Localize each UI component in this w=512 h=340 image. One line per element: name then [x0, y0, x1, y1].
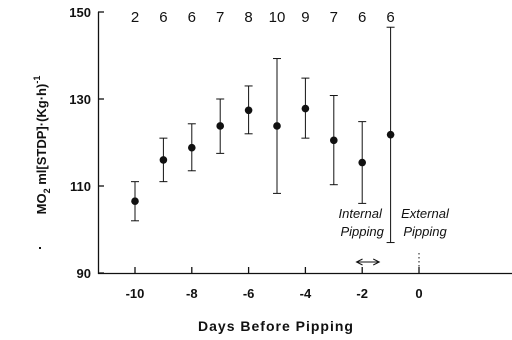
- data-point: [159, 156, 168, 164]
- x-tick-label: -6: [243, 286, 255, 301]
- y-axis-title: MO2 ml[STDP]·(Kg·h)-1: [32, 76, 52, 215]
- internal-pipping-label: Internal: [339, 206, 383, 221]
- sample-size-label: 6: [358, 9, 366, 26]
- sample-size-label: 9: [301, 9, 309, 26]
- arrowhead-right: [373, 258, 381, 266]
- data-point: [273, 122, 281, 130]
- x-ticks: -10 -8 -6 -4 -2 0: [126, 267, 423, 301]
- sample-size-labels: 2 6 6 7 8 10 9 7 6 6: [131, 9, 395, 26]
- data-point: [244, 106, 253, 115]
- sample-size-label: 7: [216, 9, 224, 26]
- data-point: [188, 143, 196, 152]
- sample-size-label: 8: [244, 9, 252, 26]
- y-tick-label: 110: [70, 179, 91, 194]
- y-tick-label: 130: [69, 92, 91, 107]
- x-tick-label: -10: [126, 286, 145, 301]
- data-point: [358, 158, 367, 167]
- external-pipping-label: External: [401, 206, 450, 221]
- external-pipping-label-line2: Pipping: [403, 224, 447, 239]
- annotations: Internal Pipping External Pipping: [339, 206, 450, 267]
- data-point: [216, 122, 224, 130]
- data-point: [131, 197, 139, 206]
- y-axis-title-units: ml[STDP]·(Kg·h): [34, 84, 49, 189]
- x-tick-label: -4: [300, 286, 312, 301]
- sample-size-label: 6: [188, 9, 196, 26]
- data-points: [131, 104, 395, 206]
- sample-size-label: 6: [159, 9, 167, 26]
- internal-pipping-label-line2: Pipping: [341, 224, 385, 239]
- y-axis-title-subscript: 2: [42, 188, 52, 193]
- x-tick-label: -8: [186, 286, 198, 301]
- x-tick-label: 0: [415, 286, 422, 301]
- y-tick-label: 150: [69, 5, 91, 20]
- y-axis-title-superscript: -1: [32, 76, 42, 84]
- x-axis-title: Days Before Pipping: [198, 318, 354, 334]
- sample-size-label: 6: [386, 9, 394, 26]
- data-point: [301, 104, 310, 113]
- sample-size-label: 2: [131, 9, 139, 26]
- sample-size-label: 10: [269, 9, 286, 26]
- data-point: [386, 130, 395, 139]
- y-axis-title-mo: MO: [34, 193, 49, 214]
- data-point: [330, 136, 338, 145]
- plot-area: [97, 12, 512, 275]
- y-ticks: 90 110 130 150: [69, 5, 104, 281]
- x-tick-label: -2: [356, 286, 368, 301]
- sample-size-label: 7: [330, 9, 338, 26]
- arrowhead-left: [355, 258, 363, 266]
- y-tick-label: 90: [77, 266, 91, 281]
